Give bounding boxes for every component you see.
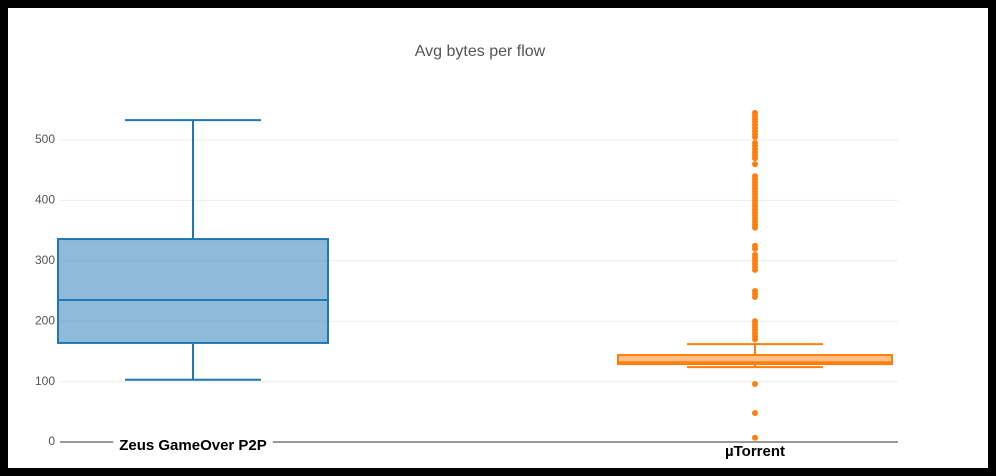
- outlier: [752, 224, 758, 231]
- outlier: [752, 133, 758, 140]
- outlier: [752, 381, 758, 388]
- label-background: [113, 436, 273, 454]
- chart-background: [8, 8, 988, 468]
- y-tick-label: 300: [35, 253, 55, 267]
- box: [617, 354, 893, 366]
- y-tick-label: 100: [35, 374, 55, 388]
- outlier: [752, 245, 758, 252]
- y-tick-label: 500: [35, 132, 55, 146]
- outlier: [752, 336, 758, 343]
- outlier: [752, 294, 758, 301]
- outlier: [752, 410, 758, 417]
- outlier: [752, 161, 758, 168]
- y-tick-label: 0: [48, 434, 55, 448]
- label-background: [718, 442, 792, 460]
- x-tick-label: µTorrent: [725, 443, 785, 460]
- y-tick-label: 200: [35, 313, 55, 327]
- outlier: [752, 155, 758, 162]
- outlier: [752, 266, 758, 273]
- chart-title: Avg bytes per flow: [415, 43, 546, 60]
- y-tick-label: 400: [35, 193, 55, 207]
- box: [57, 238, 329, 344]
- x-tick-label: Zeus GameOver P2P: [119, 437, 267, 454]
- outlier: [752, 434, 758, 441]
